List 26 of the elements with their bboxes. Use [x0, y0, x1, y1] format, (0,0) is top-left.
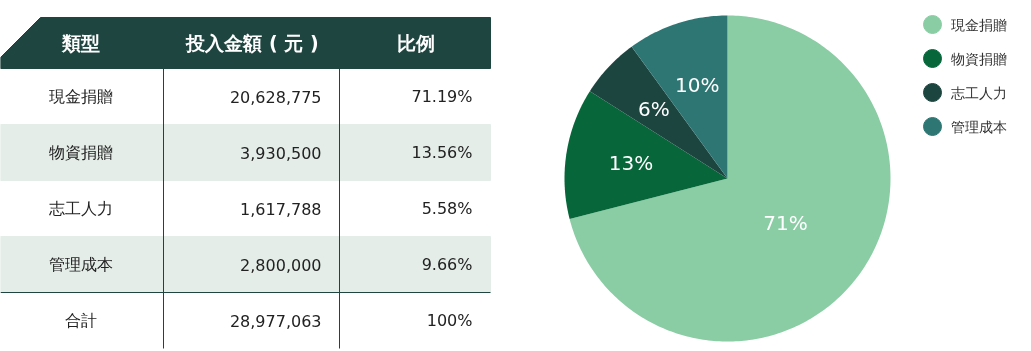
- text: 投入金額 ( 元 ): [185, 32, 319, 54]
- text: 5.58%: [421, 199, 473, 218]
- text: 100%: [426, 311, 473, 330]
- data-label: 71%: [763, 211, 808, 236]
- text: 類型: [60, 32, 100, 54]
- legend-label: 現金捐贈: [950, 16, 1007, 33]
- text: 3,930,500: [240, 143, 322, 163]
- legend-label: 物資捐贈: [950, 50, 1007, 67]
- text: 20,628,775: [229, 87, 322, 107]
- text: 71.19%: [411, 87, 473, 106]
- text: 13.56%: [411, 143, 473, 162]
- legend-label: 志工人力: [950, 84, 1007, 101]
- legend-label: 管理成本: [950, 118, 1007, 135]
- text: 28,977,063: [229, 311, 322, 331]
- data-label: 10%: [675, 73, 720, 98]
- text: 比例: [396, 32, 435, 54]
- text: 1,617,788: [240, 199, 322, 219]
- data-label: 13%: [608, 151, 654, 176]
- text: 管理成本: [48, 255, 113, 274]
- text: 志工人力: [48, 199, 113, 218]
- text: 合計: [64, 311, 97, 330]
- text: 2,800,000: [240, 255, 322, 275]
- text: 9.66%: [421, 255, 473, 274]
- data-label: 6%: [637, 97, 670, 122]
- text: 現金捐贈: [48, 87, 113, 106]
- text: 物資捐贈: [48, 143, 113, 162]
